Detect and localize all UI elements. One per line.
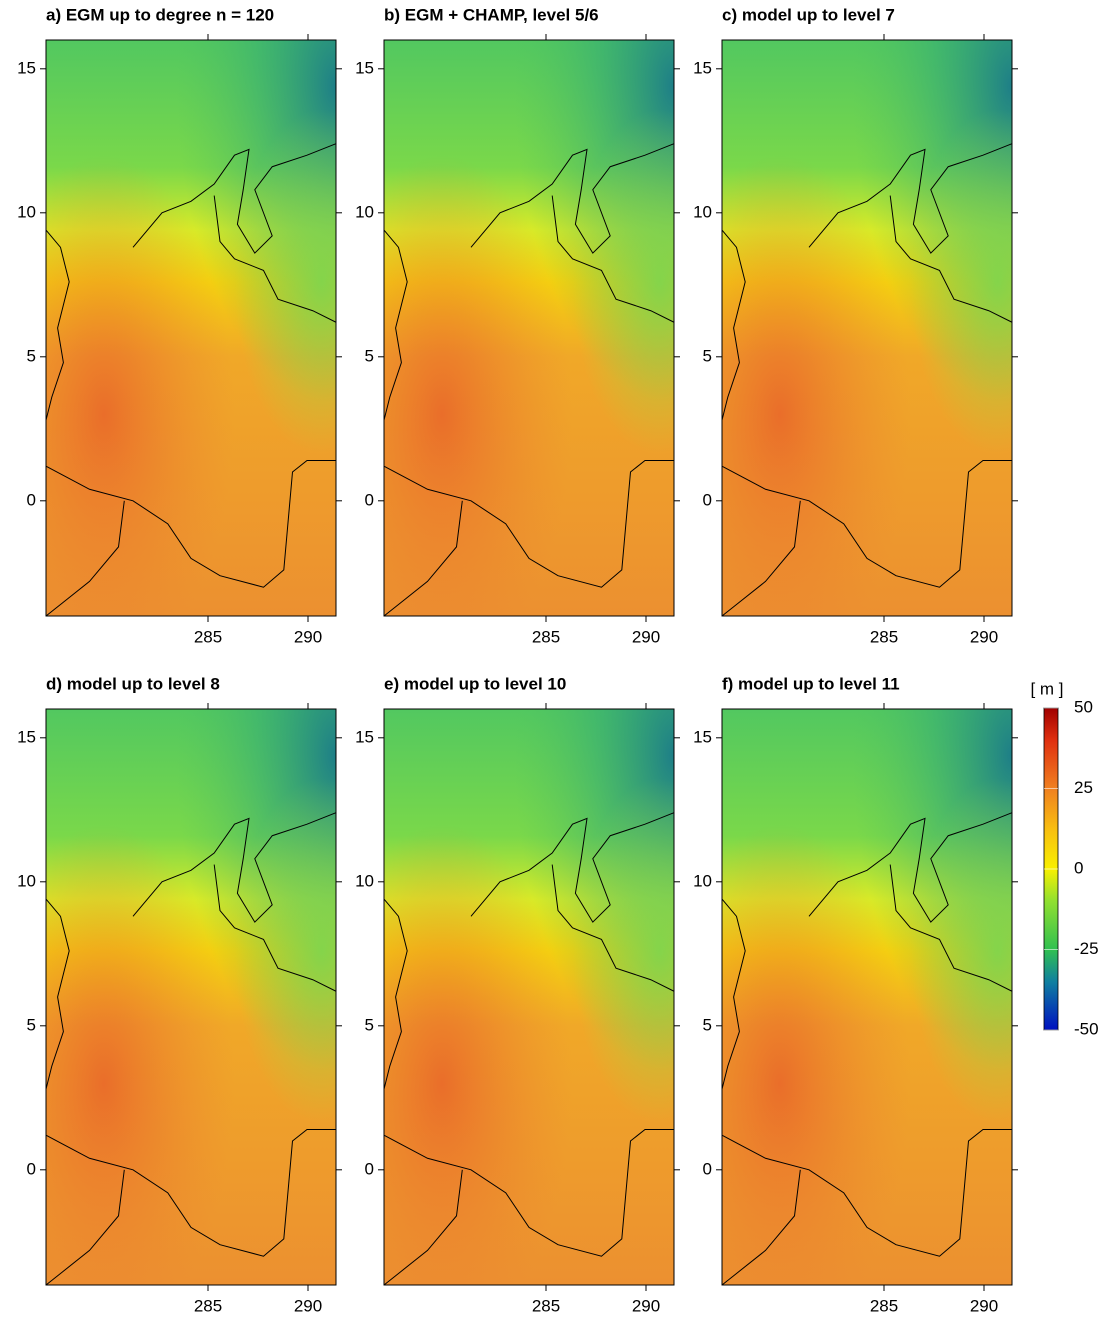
coastline — [470, 143, 675, 254]
y-tick-label: 0 — [27, 1159, 36, 1178]
y-tick-label: 10 — [355, 202, 374, 221]
y-tick-label: 5 — [703, 1015, 712, 1034]
y-tick-label: 15 — [693, 727, 712, 746]
x-tick-label: 285 — [870, 1296, 898, 1315]
coastline — [45, 1128, 336, 1257]
map-frame — [383, 39, 675, 617]
panel-title: d) model up to level 8 — [46, 674, 220, 693]
map-panel: c) model up to level 7 285 290 0 5 10 15 — [693, 5, 1018, 646]
map-panel: e) model up to level 10 285 290 0 5 10 15 — [355, 674, 680, 1315]
y-tick-label: 0 — [365, 1159, 374, 1178]
y-tick-label: 15 — [355, 58, 374, 77]
x-tick-label: 290 — [632, 1296, 660, 1315]
colorbar-tick-label: 25 — [1074, 778, 1093, 797]
y-tick-label: 15 — [693, 58, 712, 77]
coastline — [889, 195, 1013, 323]
coastline — [808, 143, 1013, 254]
map-frame — [721, 708, 1013, 1286]
coastline — [721, 229, 746, 421]
y-tick-label: 15 — [17, 58, 36, 77]
coastline — [132, 143, 337, 254]
y-tick-label: 0 — [365, 490, 374, 509]
colorbar-tick-label: 50 — [1074, 697, 1093, 716]
y-tick-label: 5 — [365, 346, 374, 365]
map-frame — [45, 39, 337, 617]
coastline — [383, 229, 408, 421]
y-tick-label: 5 — [703, 346, 712, 365]
y-tick-label: 0 — [27, 490, 36, 509]
x-tick-label: 290 — [294, 627, 322, 646]
x-tick-label: 285 — [870, 627, 898, 646]
x-tick-label: 285 — [532, 1296, 560, 1315]
map-panel: d) model up to level 8 285 290 0 5 10 15 — [17, 674, 342, 1315]
x-tick-label: 285 — [194, 627, 222, 646]
map-field-shade — [46, 709, 336, 1285]
coastline — [721, 898, 746, 1090]
map-panel: a) EGM up to degree n = 120 285 290 0 5 10 15 — [17, 5, 342, 646]
coastline — [889, 864, 1013, 992]
coastline — [213, 864, 337, 992]
x-tick-label: 290 — [970, 627, 998, 646]
coastline — [45, 229, 70, 421]
map-field-shade — [46, 40, 336, 616]
colorbar-label: [ m ] — [1030, 679, 1063, 698]
coastline — [551, 864, 675, 992]
coastline — [45, 500, 125, 617]
x-tick-label: 290 — [632, 627, 660, 646]
y-tick-label: 15 — [355, 727, 374, 746]
map-frame — [383, 708, 675, 1286]
y-tick-label: 0 — [703, 1159, 712, 1178]
map-field-shade — [722, 40, 1012, 616]
map-field-shade — [384, 709, 674, 1285]
map-field-shade — [384, 40, 674, 616]
colorbar-tick-label: -50 — [1074, 1019, 1099, 1038]
x-tick-label: 285 — [194, 1296, 222, 1315]
map-panel: f) model up to level 11 285 290 0 5 10 15 — [693, 674, 1018, 1315]
y-tick-label: 10 — [693, 871, 712, 890]
panel-title: a) EGM up to degree n = 120 — [46, 5, 274, 24]
map-panel: b) EGM + CHAMP, level 5/6 285 290 0 5 10 15 — [355, 5, 680, 646]
coastline — [45, 1169, 125, 1286]
y-tick-label: 10 — [17, 202, 36, 221]
y-tick-label: 5 — [27, 346, 36, 365]
colorbar-tick-label: -25 — [1074, 939, 1099, 958]
y-tick-label: 10 — [355, 871, 374, 890]
coastline — [383, 1169, 463, 1286]
coastline — [808, 812, 1013, 923]
coastline — [721, 1128, 1012, 1257]
panel-title: c) model up to level 7 — [722, 5, 895, 24]
y-tick-label: 10 — [693, 202, 712, 221]
coastline — [132, 812, 337, 923]
coastline — [383, 898, 408, 1090]
y-tick-label: 5 — [365, 1015, 374, 1034]
map-frame — [45, 708, 337, 1286]
coastline — [383, 459, 674, 588]
coastline — [721, 500, 801, 617]
coastline — [721, 1169, 801, 1286]
y-tick-label: 0 — [703, 490, 712, 509]
y-tick-label: 10 — [17, 871, 36, 890]
coastline — [213, 195, 337, 323]
coastline — [551, 195, 675, 323]
coastline — [383, 500, 463, 617]
y-tick-label: 15 — [17, 727, 36, 746]
panel-title: e) model up to level 10 — [384, 674, 566, 693]
y-tick-label: 5 — [27, 1015, 36, 1034]
panel-title: b) EGM + CHAMP, level 5/6 — [384, 5, 599, 24]
x-tick-label: 290 — [970, 1296, 998, 1315]
coastline — [45, 898, 70, 1090]
colorbar-tick-label: 0 — [1074, 858, 1083, 877]
x-tick-label: 290 — [294, 1296, 322, 1315]
coastline — [470, 812, 675, 923]
coastline — [383, 1128, 674, 1257]
map-frame — [721, 39, 1013, 617]
coastline — [45, 459, 336, 588]
panel-title: f) model up to level 11 — [722, 674, 900, 693]
x-tick-label: 285 — [532, 627, 560, 646]
coastline — [721, 459, 1012, 588]
map-field-shade — [722, 709, 1012, 1285]
